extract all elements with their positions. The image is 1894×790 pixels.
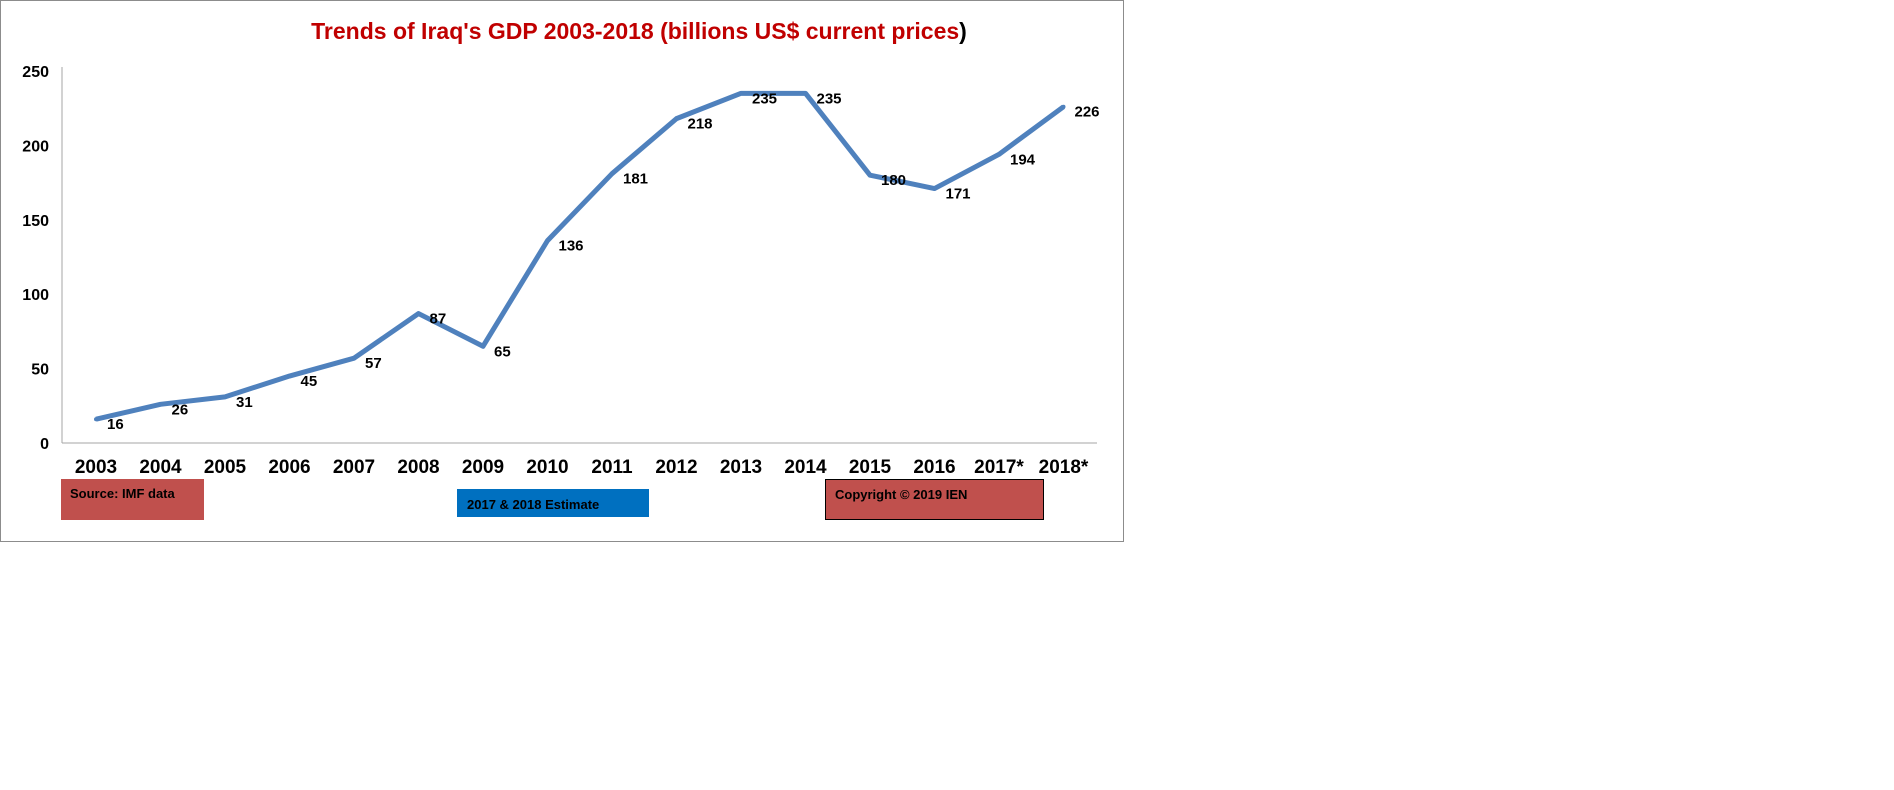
chart-title: Trends of Iraq's GDP 2003-2018 (billions… xyxy=(311,18,967,44)
data-label: 235 xyxy=(817,90,842,107)
estimate-note: 2017 & 2018 Estimate xyxy=(457,489,649,517)
x-tick-label: 2011 xyxy=(591,457,633,478)
data-point xyxy=(868,173,872,178)
data-point xyxy=(610,171,614,176)
data-point xyxy=(1061,104,1066,109)
y-tick-label: 250 xyxy=(22,64,49,81)
data-point xyxy=(416,311,421,316)
x-tick-label: 2004 xyxy=(139,457,182,478)
x-tick-label: 2018* xyxy=(1039,457,1089,478)
x-tick-label: 2016 xyxy=(913,457,955,478)
data-point xyxy=(158,402,163,407)
data-label: 181 xyxy=(623,171,648,188)
x-tick-label: 2010 xyxy=(526,457,568,478)
source-note: Source: IMF data xyxy=(61,479,204,520)
x-tick-label: 2003 xyxy=(75,457,117,478)
chart-frame: Trends of Iraq's GDP 2003-2018 (billions… xyxy=(0,0,1124,542)
data-point xyxy=(545,238,550,243)
x-tick-label: 2015 xyxy=(849,457,892,478)
data-point xyxy=(803,91,808,96)
data-label: 218 xyxy=(688,116,713,133)
data-point xyxy=(739,91,743,96)
data-label: 235 xyxy=(752,90,777,107)
x-tick-label: 2017* xyxy=(974,457,1024,478)
y-tick-label: 200 xyxy=(22,138,49,155)
data-point xyxy=(94,417,98,422)
data-label: 26 xyxy=(172,401,189,418)
y-tick-label: 100 xyxy=(22,287,49,304)
line-chart: Trends of Iraq's GDP 2003-2018 (billions… xyxy=(22,18,1100,478)
data-point xyxy=(223,394,227,399)
data-point xyxy=(481,344,485,349)
copyright-note: Copyright © 2019 IEN xyxy=(825,479,1044,520)
data-point xyxy=(352,356,356,361)
gdp-series-line xyxy=(95,90,1065,422)
x-tick-label: 2014 xyxy=(784,457,827,478)
x-tick-label: 2005 xyxy=(204,457,247,478)
data-point xyxy=(674,116,679,121)
y-tick-label: 0 xyxy=(40,436,49,453)
data-label: 87 xyxy=(430,311,447,328)
data-label: 57 xyxy=(365,355,382,372)
data-point xyxy=(932,186,937,191)
data-label: 194 xyxy=(1010,151,1036,168)
data-label: 171 xyxy=(946,186,971,203)
data-point xyxy=(997,152,1001,157)
data-label: 226 xyxy=(1075,104,1100,121)
chart-title-close: ) xyxy=(959,18,967,44)
data-label: 136 xyxy=(559,238,584,255)
x-tick-label: 2008 xyxy=(397,457,439,478)
chart-title-main: Trends of Iraq's GDP 2003-2018 (billions… xyxy=(311,18,959,44)
data-label: 180 xyxy=(881,172,906,189)
x-tick-label: 2013 xyxy=(720,457,762,478)
x-tick-label: 2012 xyxy=(655,457,697,478)
y-tick-label: 50 xyxy=(31,362,49,379)
data-label: 16 xyxy=(107,416,124,433)
data-label: 65 xyxy=(494,343,511,360)
data-label: 45 xyxy=(301,373,318,390)
x-tick-label: 2006 xyxy=(268,457,310,478)
y-tick-label: 150 xyxy=(22,213,49,230)
x-tick-label: 2007 xyxy=(333,457,375,478)
data-label: 31 xyxy=(236,394,253,411)
x-tick-label: 2009 xyxy=(462,457,504,478)
data-point xyxy=(287,374,292,379)
